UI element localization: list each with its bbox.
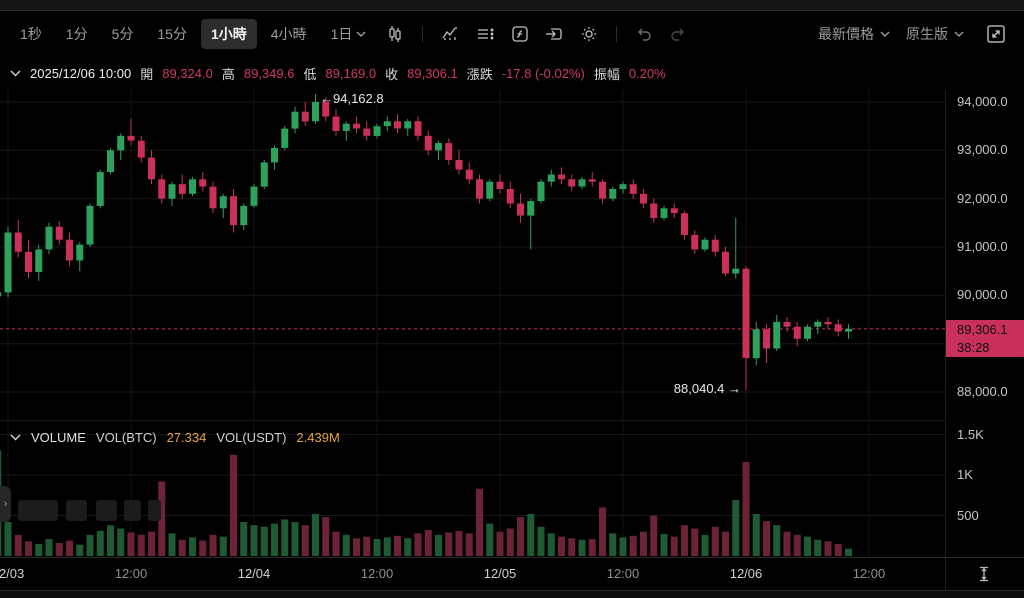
chevron-down-icon [356,31,366,37]
timeframe-1s-button[interactable]: 1秒 [10,19,52,49]
close-label: 收 [385,66,399,82]
compare-arrow-icon[interactable] [539,21,570,47]
price-axis-border [945,90,946,590]
timeframe-5m-button[interactable]: 5分 [102,19,144,49]
amplitude-value: 0.20% [628,65,666,81]
latest-price-dropdown[interactable]: 最新價格 [818,24,890,44]
candlestick-chart-type-icon[interactable] [380,21,410,47]
session-low-annotation: 88,040.4 → [673,381,741,396]
price-axis-label: 90,000.0 [957,287,1008,302]
layout-list-icon[interactable] [470,21,501,47]
vol-btc-value: 27.334 [166,429,207,445]
fullscreen-expand-icon[interactable] [980,20,1012,48]
close-value: 89,306.1 [407,65,458,81]
time-axis-label: 12/05 [483,566,517,581]
price-axis-label: 91,000.0 [957,239,1008,254]
volume-title: VOLUME [31,429,86,445]
open-label: 開 [140,66,154,82]
indicators-icon[interactable] [435,21,466,47]
watermark [18,500,58,521]
timeframe-1d-button[interactable]: 1日 [321,19,377,49]
volume-collapse-chevron-down-icon[interactable] [10,433,21,441]
watermark [96,500,117,521]
watermark [124,500,141,521]
price-axis-label: 93,000.0 [957,142,1008,157]
volume-axis-label: 500 [957,508,979,523]
vol-btc-label: VOL(BTC) [95,429,157,445]
time-axis-label: 12:00 [114,566,148,581]
axis-scale-i-beam-arrows-icon[interactable] [976,565,992,583]
bottom-divider-strip [0,590,1024,598]
top-divider-strip [0,0,1024,11]
current-price-badge: 89,306.1 38:28 [946,320,1024,357]
watermark [66,500,87,521]
volume-axis-label: 1.5K [957,427,984,442]
vol-usdt-label: VOL(USDT) [216,429,287,445]
formula-fx-icon[interactable] [505,21,535,47]
timeframe-1m-button[interactable]: 1分 [56,19,98,49]
time-axis-label: 12/06 [729,566,763,581]
high-label: 高 [221,66,235,82]
toolbar-left-group: 1秒 1分 5分 15分 1小時 4小時 1日 [0,19,693,49]
pane-expand-handle-chevron-right-icon[interactable]: › [0,486,11,522]
amplitude-label: 振幅 [593,66,620,82]
low-value: 89,169.0 [325,65,377,81]
toolbar-separator [422,26,424,42]
candle-datetime: 2025/12/06 10:00 [30,65,132,81]
vol-usdt-value: 2.439M [296,429,340,445]
latest-price-label: 最新價格 [818,26,874,42]
candle-countdown: 38:28 [957,340,990,355]
volume-axis-label: 1K [957,467,973,482]
change-value: -17.8 (-0.02%) [501,65,585,81]
price-axis-label: 92,000.0 [957,191,1008,206]
low-label: 低 [303,66,317,82]
open-value: 89,324.0 [162,65,213,81]
timeframe-4h-button[interactable]: 4小時 [261,19,317,49]
high-value: 89,349.6 [243,65,295,81]
info-collapse-chevron-down-icon[interactable] [10,69,21,77]
time-axis-label: 12:00 [852,566,886,581]
session-high-annotation: ←94,162.8 [320,91,384,106]
toolbar-separator [616,26,618,42]
time-axis-label: 12:00 [606,566,640,581]
chevron-down-icon [880,31,890,37]
watermark [148,500,161,521]
current-price-value: 89,306.1 [957,322,1008,337]
change-label: 漲跌 [466,66,493,82]
timeframe-1h-button[interactable]: 1小時 [200,19,257,49]
toolbar-right-group: 最新價格 原生版 [818,20,1024,48]
chevron-down-icon [954,31,964,37]
timeframe-15m-button[interactable]: 15分 [147,19,197,49]
version-dropdown[interactable]: 原生版 [906,24,964,44]
pane-divider[interactable] [0,420,945,421]
price-axis-label: 94,000.0 [957,94,1008,109]
chart-toolbar: 1秒 1分 5分 15分 1小時 4小時 1日 [0,11,1024,57]
volume-header: VOLUME VOL(BTC) 27.334 VOL(USDT) 2.439M [0,424,950,450]
timeframe-1d-label: 1日 [330,26,353,42]
redo-icon[interactable] [663,22,693,46]
time-axis-label: 12:00 [360,566,394,581]
price-axis-label: 88,000.0 [957,384,1008,399]
settings-gear-icon[interactable] [574,21,604,47]
version-label: 原生版 [906,26,948,42]
time-axis-label: 12/04 [237,566,271,581]
undo-icon[interactable] [629,22,659,46]
ohlc-info-bar: 2025/12/06 10:00 開 89,324.0 高 89,349.6 低… [0,58,1024,88]
time-axis-border [0,557,1024,558]
time-axis-label: 12/03 [0,566,25,581]
